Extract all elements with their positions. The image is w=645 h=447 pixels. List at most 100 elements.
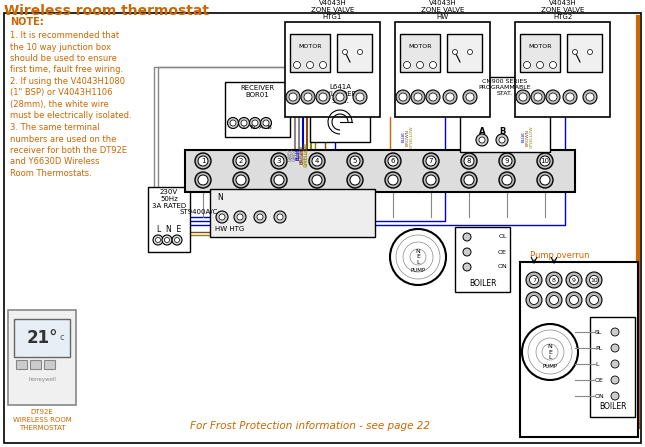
Text: 5: 5: [353, 158, 357, 164]
Circle shape: [228, 118, 239, 128]
Circle shape: [550, 275, 559, 284]
Circle shape: [411, 90, 425, 104]
Circle shape: [453, 50, 457, 55]
Circle shape: [155, 237, 161, 243]
Circle shape: [443, 90, 457, 104]
Circle shape: [241, 120, 247, 126]
Circle shape: [499, 137, 505, 143]
Circle shape: [316, 90, 330, 104]
Text: L641A
CYLINDER
STAT.: L641A CYLINDER STAT.: [322, 84, 357, 104]
Circle shape: [271, 153, 287, 169]
Bar: [337, 34, 372, 72]
Text: BROWN: BROWN: [526, 128, 530, 146]
Text: (1" BSP) or V4043H1106: (1" BSP) or V4043H1106: [10, 89, 112, 97]
Circle shape: [586, 292, 602, 308]
Circle shape: [289, 93, 297, 101]
Text: BLUE: BLUE: [295, 148, 301, 160]
Circle shape: [611, 328, 619, 336]
Bar: [455, 227, 510, 292]
Circle shape: [396, 90, 410, 104]
Text: BLUE: BLUE: [522, 131, 526, 143]
Circle shape: [353, 90, 367, 104]
Circle shape: [309, 153, 325, 169]
Bar: [515, 22, 610, 117]
Circle shape: [404, 62, 410, 68]
Bar: [590, 317, 635, 417]
Text: 3: 3: [277, 158, 281, 164]
Bar: [14, 319, 70, 357]
Bar: [460, 77, 550, 152]
Text: L: L: [595, 362, 599, 367]
Circle shape: [350, 175, 360, 185]
Text: V4043H
ZONE VALVE
HTG1: V4043H ZONE VALVE HTG1: [311, 0, 354, 20]
Circle shape: [342, 50, 348, 55]
Circle shape: [312, 175, 322, 185]
Text: G/YELLOW: G/YELLOW: [305, 143, 309, 166]
Text: MOTOR: MOTOR: [528, 45, 551, 50]
Circle shape: [476, 134, 488, 146]
Circle shape: [549, 93, 557, 101]
Text: Room Thermostats.: Room Thermostats.: [10, 169, 92, 178]
Circle shape: [219, 214, 225, 220]
Circle shape: [537, 62, 544, 68]
Circle shape: [426, 175, 436, 185]
Circle shape: [254, 211, 266, 223]
Text: must be electrically isolated.: must be electrically isolated.: [10, 111, 132, 121]
Circle shape: [530, 295, 539, 304]
Circle shape: [250, 118, 261, 128]
Text: (28mm), the white wire: (28mm), the white wire: [10, 100, 109, 109]
Circle shape: [306, 62, 313, 68]
Text: BROWN: BROWN: [299, 144, 304, 164]
Circle shape: [399, 93, 407, 101]
Circle shape: [586, 272, 602, 288]
Circle shape: [309, 172, 325, 188]
Text: L  N  A  B: L N A B: [243, 125, 272, 130]
Circle shape: [479, 137, 485, 143]
Circle shape: [588, 50, 593, 55]
Circle shape: [261, 118, 272, 128]
Circle shape: [426, 156, 436, 166]
Circle shape: [347, 172, 363, 188]
Circle shape: [570, 275, 579, 284]
Bar: [310, 82, 370, 142]
Text: DT92E: DT92E: [30, 409, 54, 415]
Text: OL: OL: [499, 235, 507, 240]
Bar: [395, 22, 490, 117]
Text: receiver for both the DT92E: receiver for both the DT92E: [10, 146, 127, 155]
Text: 230V
50Hz
3A RATED: 230V 50Hz 3A RATED: [152, 189, 186, 209]
Bar: [447, 34, 482, 72]
Text: 1: 1: [201, 158, 205, 164]
Bar: [148, 187, 190, 252]
Circle shape: [566, 93, 574, 101]
Text: honeywell: honeywell: [28, 377, 56, 382]
Circle shape: [271, 172, 287, 188]
Text: GREY: GREY: [289, 149, 293, 161]
Circle shape: [304, 93, 312, 101]
Circle shape: [526, 292, 542, 308]
Text: G/YELLOW: G/YELLOW: [304, 141, 308, 167]
Circle shape: [423, 172, 439, 188]
Bar: [30, 360, 41, 369]
Circle shape: [153, 235, 163, 245]
Text: MOTOR: MOTOR: [408, 45, 432, 50]
Circle shape: [611, 344, 619, 352]
Circle shape: [216, 211, 228, 223]
Text: NOTE:: NOTE:: [10, 17, 44, 27]
Circle shape: [233, 153, 249, 169]
Text: 9: 9: [505, 158, 510, 164]
Text: BLUE: BLUE: [297, 149, 301, 160]
Circle shape: [388, 175, 398, 185]
Text: PUMP: PUMP: [410, 269, 426, 274]
Circle shape: [274, 156, 284, 166]
Bar: [185, 150, 575, 192]
Text: Wireless room thermostat: Wireless room thermostat: [4, 4, 209, 18]
Circle shape: [239, 118, 250, 128]
Text: PUMP: PUMP: [542, 363, 557, 368]
Text: ON: ON: [497, 265, 507, 270]
Circle shape: [583, 90, 597, 104]
Bar: [44, 360, 55, 369]
Text: 9: 9: [572, 278, 576, 283]
Text: 2: 2: [239, 158, 243, 164]
Bar: [210, 189, 375, 237]
Circle shape: [468, 50, 473, 55]
